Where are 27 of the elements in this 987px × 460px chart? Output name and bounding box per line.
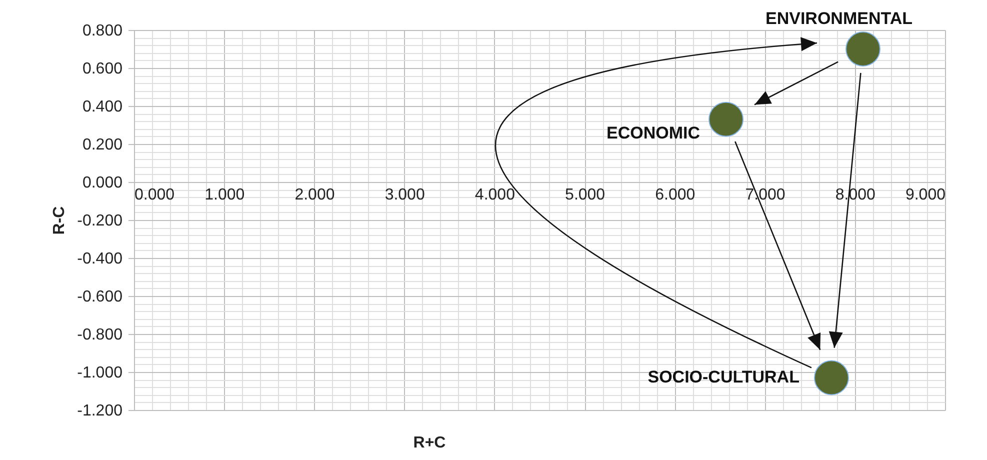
- point: [708, 102, 744, 137]
- series-label: ENVIRONMENTAL: [765, 9, 913, 28]
- x-axis-title: R+C: [413, 434, 446, 452]
- y-tick-label: -0.800: [77, 326, 123, 344]
- y-tick-label: -0.200: [77, 212, 123, 230]
- y-tick-label: 0.800: [82, 22, 123, 40]
- x-tick-label: 3.000: [384, 186, 425, 204]
- x-tick-label: 0.000: [134, 186, 175, 204]
- y-tick-label: 0.000: [82, 174, 123, 192]
- y-tick-label: 0.200: [82, 136, 123, 154]
- point: [814, 360, 849, 396]
- x-tick-label: 4.000: [474, 186, 516, 204]
- y-tick-label: -1.200: [77, 402, 123, 420]
- series-label: ECONOMIC: [606, 123, 700, 142]
- series-label: SOCIO-CULTURAL: [648, 368, 800, 387]
- y-tick-label: 0.400: [82, 98, 123, 116]
- x-tick-label: 9.000: [905, 186, 946, 204]
- y-tick-label: 0.600: [82, 60, 123, 78]
- y-tick-label: -1.000: [77, 364, 123, 382]
- point: [846, 32, 880, 66]
- y-tick-label: -0.600: [77, 288, 123, 306]
- x-tick-label: 1.000: [204, 186, 245, 204]
- x-tick-label: 5.000: [565, 186, 606, 204]
- x-tick-label: 2.000: [294, 186, 335, 204]
- x-tick-label: 6.000: [655, 186, 696, 204]
- y-axis-title: R-C: [51, 206, 68, 235]
- y-tick-label: -0.400: [77, 250, 123, 268]
